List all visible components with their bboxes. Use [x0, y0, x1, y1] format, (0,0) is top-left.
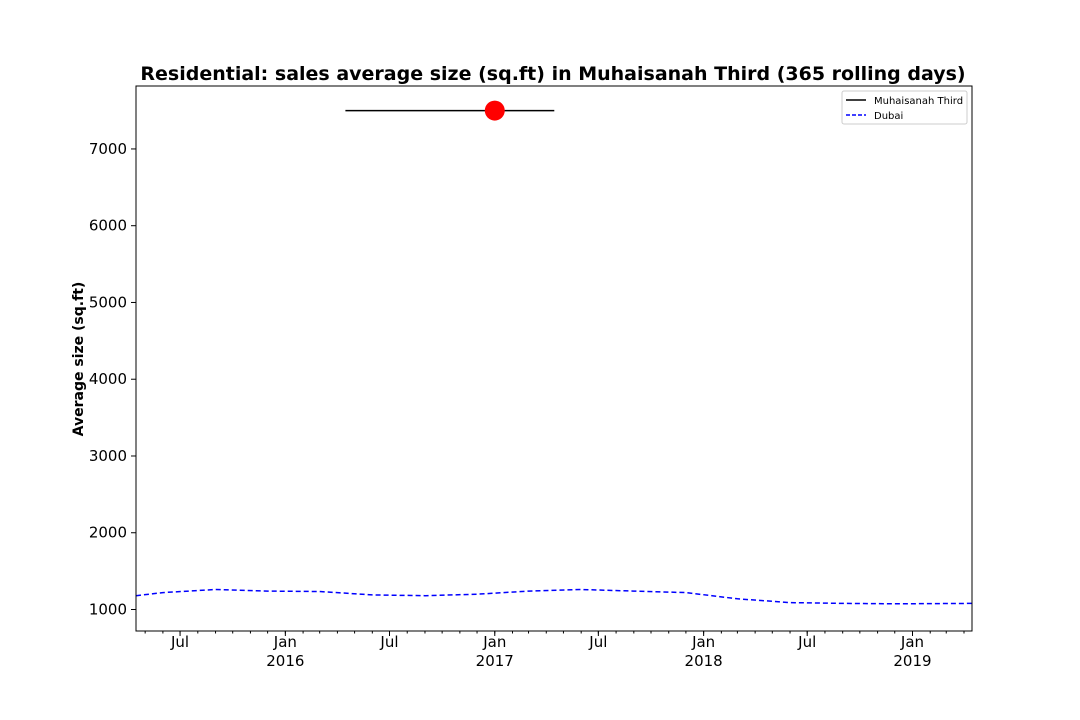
y-tick-label: 2000 — [89, 524, 127, 542]
y-tick-label: 4000 — [89, 370, 127, 388]
legend: Muhaisanah Third Dubai — [841, 90, 968, 125]
plot-frame — [135, 85, 973, 632]
y-axis-label: Average size (sq.ft) — [71, 282, 87, 437]
y-tick-label: 7000 — [89, 140, 127, 158]
y-tick-label: 6000 — [89, 217, 127, 235]
x-tick-label: Jan — [691, 633, 715, 651]
x-tick-year-label: 2017 — [476, 652, 514, 670]
x-tick-label: Jul — [170, 633, 189, 651]
x-tick-year-label: 2018 — [685, 652, 723, 670]
series-point-marker — [484, 100, 505, 121]
x-tick-year-label: 2016 — [266, 652, 304, 670]
legend-label: Muhaisanah Third — [874, 96, 963, 107]
chart-title: Residential: sales average size (sq.ft) … — [140, 63, 965, 85]
x-tick-label: Jul — [379, 633, 398, 651]
y-tick-label: 5000 — [89, 293, 127, 311]
x-tick-label: Jan — [900, 633, 924, 651]
x-tick-year-label: 2019 — [893, 652, 931, 670]
legend-box — [841, 90, 968, 125]
y-tick-label: 1000 — [89, 601, 127, 619]
x-tick-label: Jul — [797, 633, 816, 651]
x-tick-label: Jul — [588, 633, 607, 651]
x-tick-label: Jan — [482, 633, 506, 651]
series-line-dubai — [135, 588, 973, 605]
legend-label: Dubai — [874, 111, 903, 122]
y-tick-label: 3000 — [89, 447, 127, 465]
x-tick-label: Jan — [273, 633, 297, 651]
